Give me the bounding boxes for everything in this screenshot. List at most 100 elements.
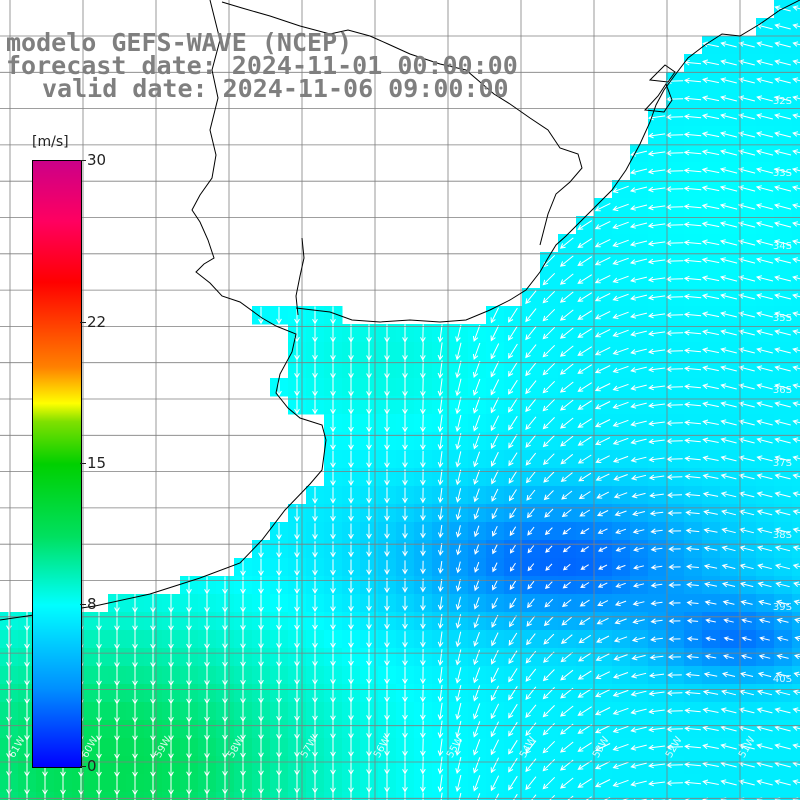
wind-speed-cell — [486, 792, 505, 800]
wind-arrow — [525, 344, 537, 359]
wind-arrow — [647, 222, 666, 229]
wind-arrow — [612, 437, 629, 445]
wind-arrow — [684, 689, 701, 696]
wind-arrow — [525, 722, 537, 737]
wind-arrow — [794, 635, 800, 642]
wind-arrow — [508, 739, 518, 755]
wind-arrow — [701, 95, 720, 102]
wind-arrow — [648, 474, 665, 481]
wind-arrow — [612, 311, 629, 319]
wind-arrow — [668, 582, 681, 588]
wind-arrow — [774, 131, 792, 138]
wind-arrow — [755, 185, 774, 192]
wind-arrow — [633, 564, 645, 570]
colorbar-tick-label: 30 — [87, 151, 107, 169]
wind-arrow — [774, 455, 791, 462]
wind-arrow — [648, 708, 665, 715]
wind-arrow — [756, 707, 773, 714]
wind-arrow — [594, 274, 611, 284]
wind-arrow — [366, 414, 372, 433]
wind-arrow — [719, 239, 738, 246]
wind-arrow — [312, 360, 318, 379]
wind-arrow — [612, 293, 629, 301]
wind-arrow — [350, 792, 352, 800]
wind-arrow — [756, 743, 773, 750]
wind-arrow — [756, 41, 773, 48]
wind-arrow — [473, 488, 480, 503]
wind-arrow — [508, 470, 518, 484]
wind-arrow — [330, 595, 336, 613]
wind-arrow — [544, 527, 553, 536]
wind-arrow — [294, 342, 300, 361]
wind-arrow — [366, 720, 372, 739]
wind-arrow — [648, 438, 665, 445]
wind-arrow — [720, 77, 737, 84]
wind-arrow — [473, 469, 480, 485]
wind-arrow — [260, 790, 262, 800]
wind-arrow — [630, 348, 647, 355]
wind-arrow — [722, 599, 735, 606]
wind-arrow — [720, 275, 738, 282]
wind-arrow — [702, 761, 719, 768]
wind-arrow — [580, 564, 589, 570]
wind-arrow — [366, 613, 372, 630]
wind-arrow — [542, 362, 556, 376]
wind-arrow — [683, 203, 702, 210]
wind-arrow — [348, 595, 354, 612]
wind-arrow — [525, 704, 537, 719]
wind-arrow — [738, 41, 755, 48]
wind-arrow — [721, 509, 737, 516]
wind-arrow — [723, 618, 734, 624]
wind-arrow — [366, 595, 372, 612]
wind-arrow — [594, 202, 611, 212]
wind-arrow — [366, 577, 372, 594]
wind-arrow — [312, 306, 318, 325]
wind-arrow — [330, 342, 336, 361]
wind-arrow — [738, 383, 755, 390]
wind-arrow — [702, 383, 719, 390]
wind-arrow — [649, 510, 664, 517]
wind-arrow — [472, 397, 481, 414]
wind-arrow — [683, 185, 702, 192]
wind-arrow — [756, 455, 773, 462]
wind-arrow — [720, 743, 737, 750]
wind-arrow — [720, 455, 737, 462]
wind-arrow — [756, 725, 773, 732]
wind-arrow — [542, 740, 556, 754]
wind-arrow — [508, 686, 518, 701]
wind-arrow — [330, 324, 336, 343]
wind-arrow — [792, 41, 800, 47]
wind-arrow — [758, 599, 771, 606]
wind-arrow — [685, 671, 700, 678]
wind-arrow — [684, 743, 701, 750]
wind-arrow — [542, 290, 556, 304]
wind-arrow — [594, 238, 611, 248]
wind-arrow — [509, 580, 517, 591]
wind-arrow — [686, 600, 699, 606]
wind-arrow — [775, 671, 790, 678]
wind-arrow — [348, 342, 354, 361]
wind-arrow — [542, 453, 555, 466]
wind-arrow — [402, 560, 408, 575]
wind-arrow — [294, 378, 300, 397]
wind-arrow — [542, 398, 556, 412]
wind-speed-cell — [666, 792, 685, 800]
wind-arrow — [594, 220, 611, 230]
wind-arrow — [650, 582, 663, 588]
wind-arrow — [420, 738, 426, 757]
wind-arrow — [294, 559, 300, 577]
wind-arrow — [509, 526, 517, 537]
wind-arrow — [509, 562, 516, 572]
wind-arrow — [774, 239, 792, 246]
wind-speed-cell — [504, 792, 523, 800]
wind-arrow — [525, 416, 537, 431]
wind-arrow — [330, 630, 336, 649]
wind-arrow — [702, 725, 719, 732]
wind-arrow — [348, 487, 354, 504]
wind-arrow — [508, 415, 518, 431]
wind-arrow — [683, 95, 702, 102]
wind-arrow — [490, 775, 500, 792]
wind-arrow — [560, 435, 574, 447]
wind-arrow — [508, 434, 518, 449]
coastline — [0, 0, 800, 621]
